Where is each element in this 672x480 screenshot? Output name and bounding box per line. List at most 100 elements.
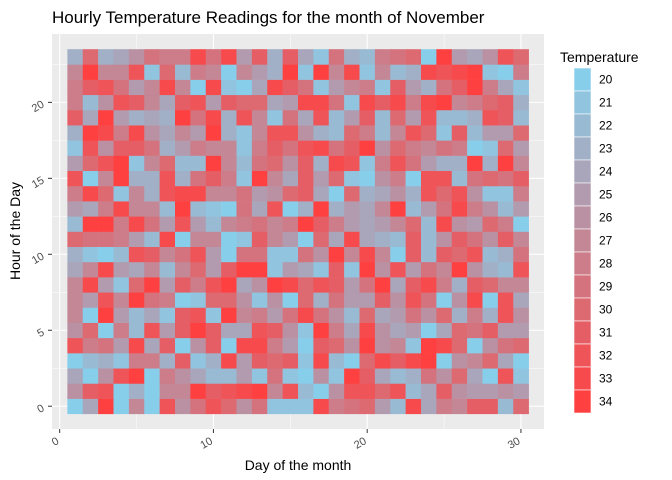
heatmap-tile	[159, 383, 176, 399]
heatmap-tile	[298, 337, 314, 354]
heatmap-tile	[328, 125, 345, 141]
heatmap-tile	[344, 261, 360, 278]
y-tick-label: 0	[35, 402, 46, 415]
heatmap-tile	[82, 292, 99, 308]
heatmap-tile	[221, 185, 237, 202]
heatmap-tile	[159, 246, 176, 263]
heatmap-tile	[221, 201, 237, 217]
heatmap-tile	[359, 246, 376, 263]
heatmap-tile	[436, 398, 453, 415]
heatmap-tile	[359, 277, 376, 293]
heatmap-tile	[298, 185, 314, 202]
heatmap-tile	[359, 185, 376, 202]
heatmap-tile	[113, 307, 130, 323]
heatmap-tile	[467, 292, 483, 308]
legend-label: 31	[599, 326, 613, 340]
heatmap-tile	[267, 170, 283, 187]
heatmap-tile	[467, 322, 483, 339]
heatmap-tile	[436, 307, 453, 323]
heatmap-tile	[190, 125, 207, 141]
heatmap-tile	[159, 307, 176, 323]
heatmap-tile	[374, 216, 391, 232]
heatmap-tile	[221, 307, 237, 323]
heatmap-tile	[482, 216, 499, 232]
heatmap-tile	[67, 277, 84, 293]
legend-key	[573, 274, 592, 299]
heatmap-tile	[267, 398, 283, 415]
heatmap-tile	[221, 216, 237, 232]
heatmap-tile	[128, 79, 145, 96]
heatmap-tile	[98, 261, 114, 278]
heatmap-tile	[175, 185, 191, 202]
heatmap-tile	[98, 322, 114, 339]
heatmap-tile	[251, 292, 268, 308]
heatmap-tile	[298, 64, 314, 80]
heatmap-tile	[144, 337, 160, 354]
heatmap-tile	[175, 170, 191, 187]
heatmap-tile	[282, 155, 299, 172]
heatmap-tile	[451, 216, 468, 232]
heatmap-tile	[344, 109, 360, 126]
heatmap-tile	[159, 368, 176, 384]
heatmap-tile	[467, 94, 483, 111]
heatmap-tile	[313, 307, 330, 323]
heatmap-tile	[497, 216, 514, 232]
heatmap-tile	[298, 322, 314, 339]
heatmap-tile	[205, 383, 222, 399]
heatmap-tile	[190, 64, 207, 80]
heatmap-tile	[82, 231, 99, 247]
heatmap-tile	[67, 155, 84, 172]
heatmap-tile	[175, 383, 191, 399]
heatmap-tile	[144, 322, 160, 339]
heatmap-tile	[467, 109, 483, 126]
x-tick-label: 0	[50, 435, 61, 448]
heatmap-tile	[328, 79, 345, 96]
heatmap-tile	[328, 201, 345, 217]
heatmap-tile	[205, 337, 222, 354]
heatmap-tile	[497, 125, 514, 141]
heatmap-tile	[390, 261, 406, 278]
heatmap-tile	[144, 368, 160, 384]
heatmap-tile	[482, 64, 499, 80]
heatmap-tile	[482, 49, 499, 65]
heatmap-tile	[405, 292, 422, 308]
heatmap-tile	[82, 322, 99, 339]
heatmap-tile	[98, 140, 114, 156]
heatmap-tile	[67, 170, 84, 187]
heatmap-tile	[359, 109, 376, 126]
heatmap-tile	[374, 231, 391, 247]
heatmap-tile	[328, 231, 345, 247]
heatmap-tile	[482, 368, 499, 384]
heatmap-tile	[175, 140, 191, 156]
heatmap-tile	[67, 322, 84, 339]
heatmap-tile	[267, 79, 283, 96]
heatmap-tile	[344, 94, 360, 111]
heatmap-tile	[98, 64, 114, 80]
legend-label: 21	[599, 96, 613, 110]
heatmap-tile	[405, 337, 422, 354]
heatmap-tile	[236, 231, 253, 247]
heatmap-tile	[205, 109, 222, 126]
heatmap-tile	[390, 277, 406, 293]
heatmap-tile	[267, 307, 283, 323]
heatmap-tile	[513, 49, 529, 65]
heatmap-tile	[159, 185, 176, 202]
heatmap-tile	[359, 353, 376, 369]
heatmap-tile	[436, 246, 453, 263]
heatmap-tile	[313, 94, 330, 111]
legend-label: 26	[599, 211, 613, 225]
heatmap-tile	[128, 49, 145, 65]
heatmap-tile	[144, 109, 160, 126]
heatmap-tile	[221, 79, 237, 96]
heatmap-tile	[205, 185, 222, 202]
heatmap-tile	[436, 277, 453, 293]
heatmap-tile	[313, 201, 330, 217]
heatmap-tile	[359, 261, 376, 278]
heatmap-tile	[113, 383, 130, 399]
heatmap-tile	[128, 383, 145, 399]
heatmap-tile	[98, 383, 114, 399]
heatmap-tile	[298, 125, 314, 141]
heatmap-tile	[236, 109, 253, 126]
heatmap-tile	[497, 201, 514, 217]
heatmap-tile	[113, 64, 130, 80]
